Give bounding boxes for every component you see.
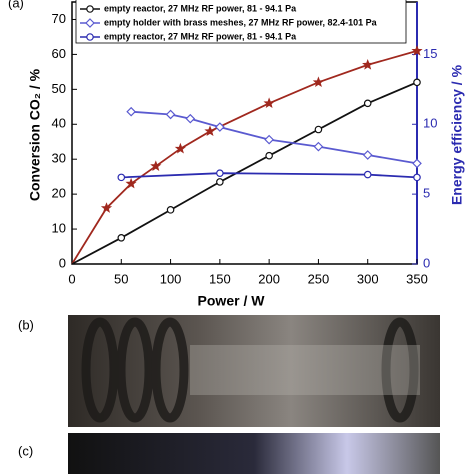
marker [100,202,113,213]
marker [413,78,421,87]
x-tick-label: 250 [308,271,330,286]
series-line [131,110,418,165]
y-tick-label: 0 [59,255,66,270]
panel-label: (b) [18,317,34,332]
marker [86,33,94,41]
marker [265,151,273,160]
marker [264,134,274,145]
panel-label: (a) [8,0,24,10]
x-tick-label: 50 [114,271,128,286]
x-tick-label: 0 [68,271,75,286]
photo-b-coils [81,317,419,423]
y-tick-label: 50 [52,81,66,96]
marker [363,99,372,108]
y-tick-label: 20 [52,186,66,201]
marker [185,113,196,124]
marker [215,122,225,132]
marker [313,141,324,152]
y2-tick-label: 10 [423,116,437,131]
marker [174,142,187,154]
series-line [71,81,418,265]
legend-box [75,0,407,44]
series-line [121,172,418,179]
series-line [71,50,418,265]
x-axis-label: Power / W [198,293,266,309]
marker [126,106,136,117]
y-tick-label: 30 [52,151,66,166]
photo-c [68,433,440,474]
legend-label: empty reactor, 27 MHz RF power, 81 - 94.… [104,3,297,13]
marker [362,59,374,70]
marker [263,97,275,109]
marker [216,169,224,177]
marker [412,158,422,169]
legend: empty holder with brass meshes, 27 MHz R… [75,0,407,44]
y-tick-label: 40 [52,116,66,131]
x-tick-label: 350 [406,271,428,286]
legend-label: empty holder with brass meshes, 27 MHz R… [104,17,378,27]
y-tick-label: 10 [52,221,66,236]
marker [363,170,372,179]
marker [314,125,323,134]
x-tick-label: 200 [258,271,280,286]
marker [117,173,126,182]
marker [85,18,95,28]
y-tick-label: 70 [52,11,66,26]
y2-tick-label: 0 [423,255,430,270]
marker [216,178,224,186]
marker [86,5,94,13]
legend-label: empty reactor, 27 MHz RF power, 81 - 94.… [104,31,297,41]
marker [125,177,137,189]
marker [150,160,162,171]
marker [312,76,325,88]
y2-tick-label: 15 [423,46,437,61]
y-axis-label: Conversion CO₂ / % [27,68,43,201]
marker [165,109,176,120]
marker [411,45,423,56]
marker [362,150,373,160]
marker [166,206,175,214]
photo-b-tube [190,345,420,395]
panel-label: (c) [18,443,33,458]
marker [204,125,216,137]
y2-axis-label: Energy efficiency / % [449,64,465,205]
x-tick-label: 150 [209,271,231,286]
x-tick-label: 300 [357,271,379,286]
marker [117,234,126,242]
y-tick-label: 60 [52,46,66,61]
x-tick-label: 100 [160,271,182,286]
y2-tick-label: 5 [423,186,430,201]
marker [413,173,421,182]
